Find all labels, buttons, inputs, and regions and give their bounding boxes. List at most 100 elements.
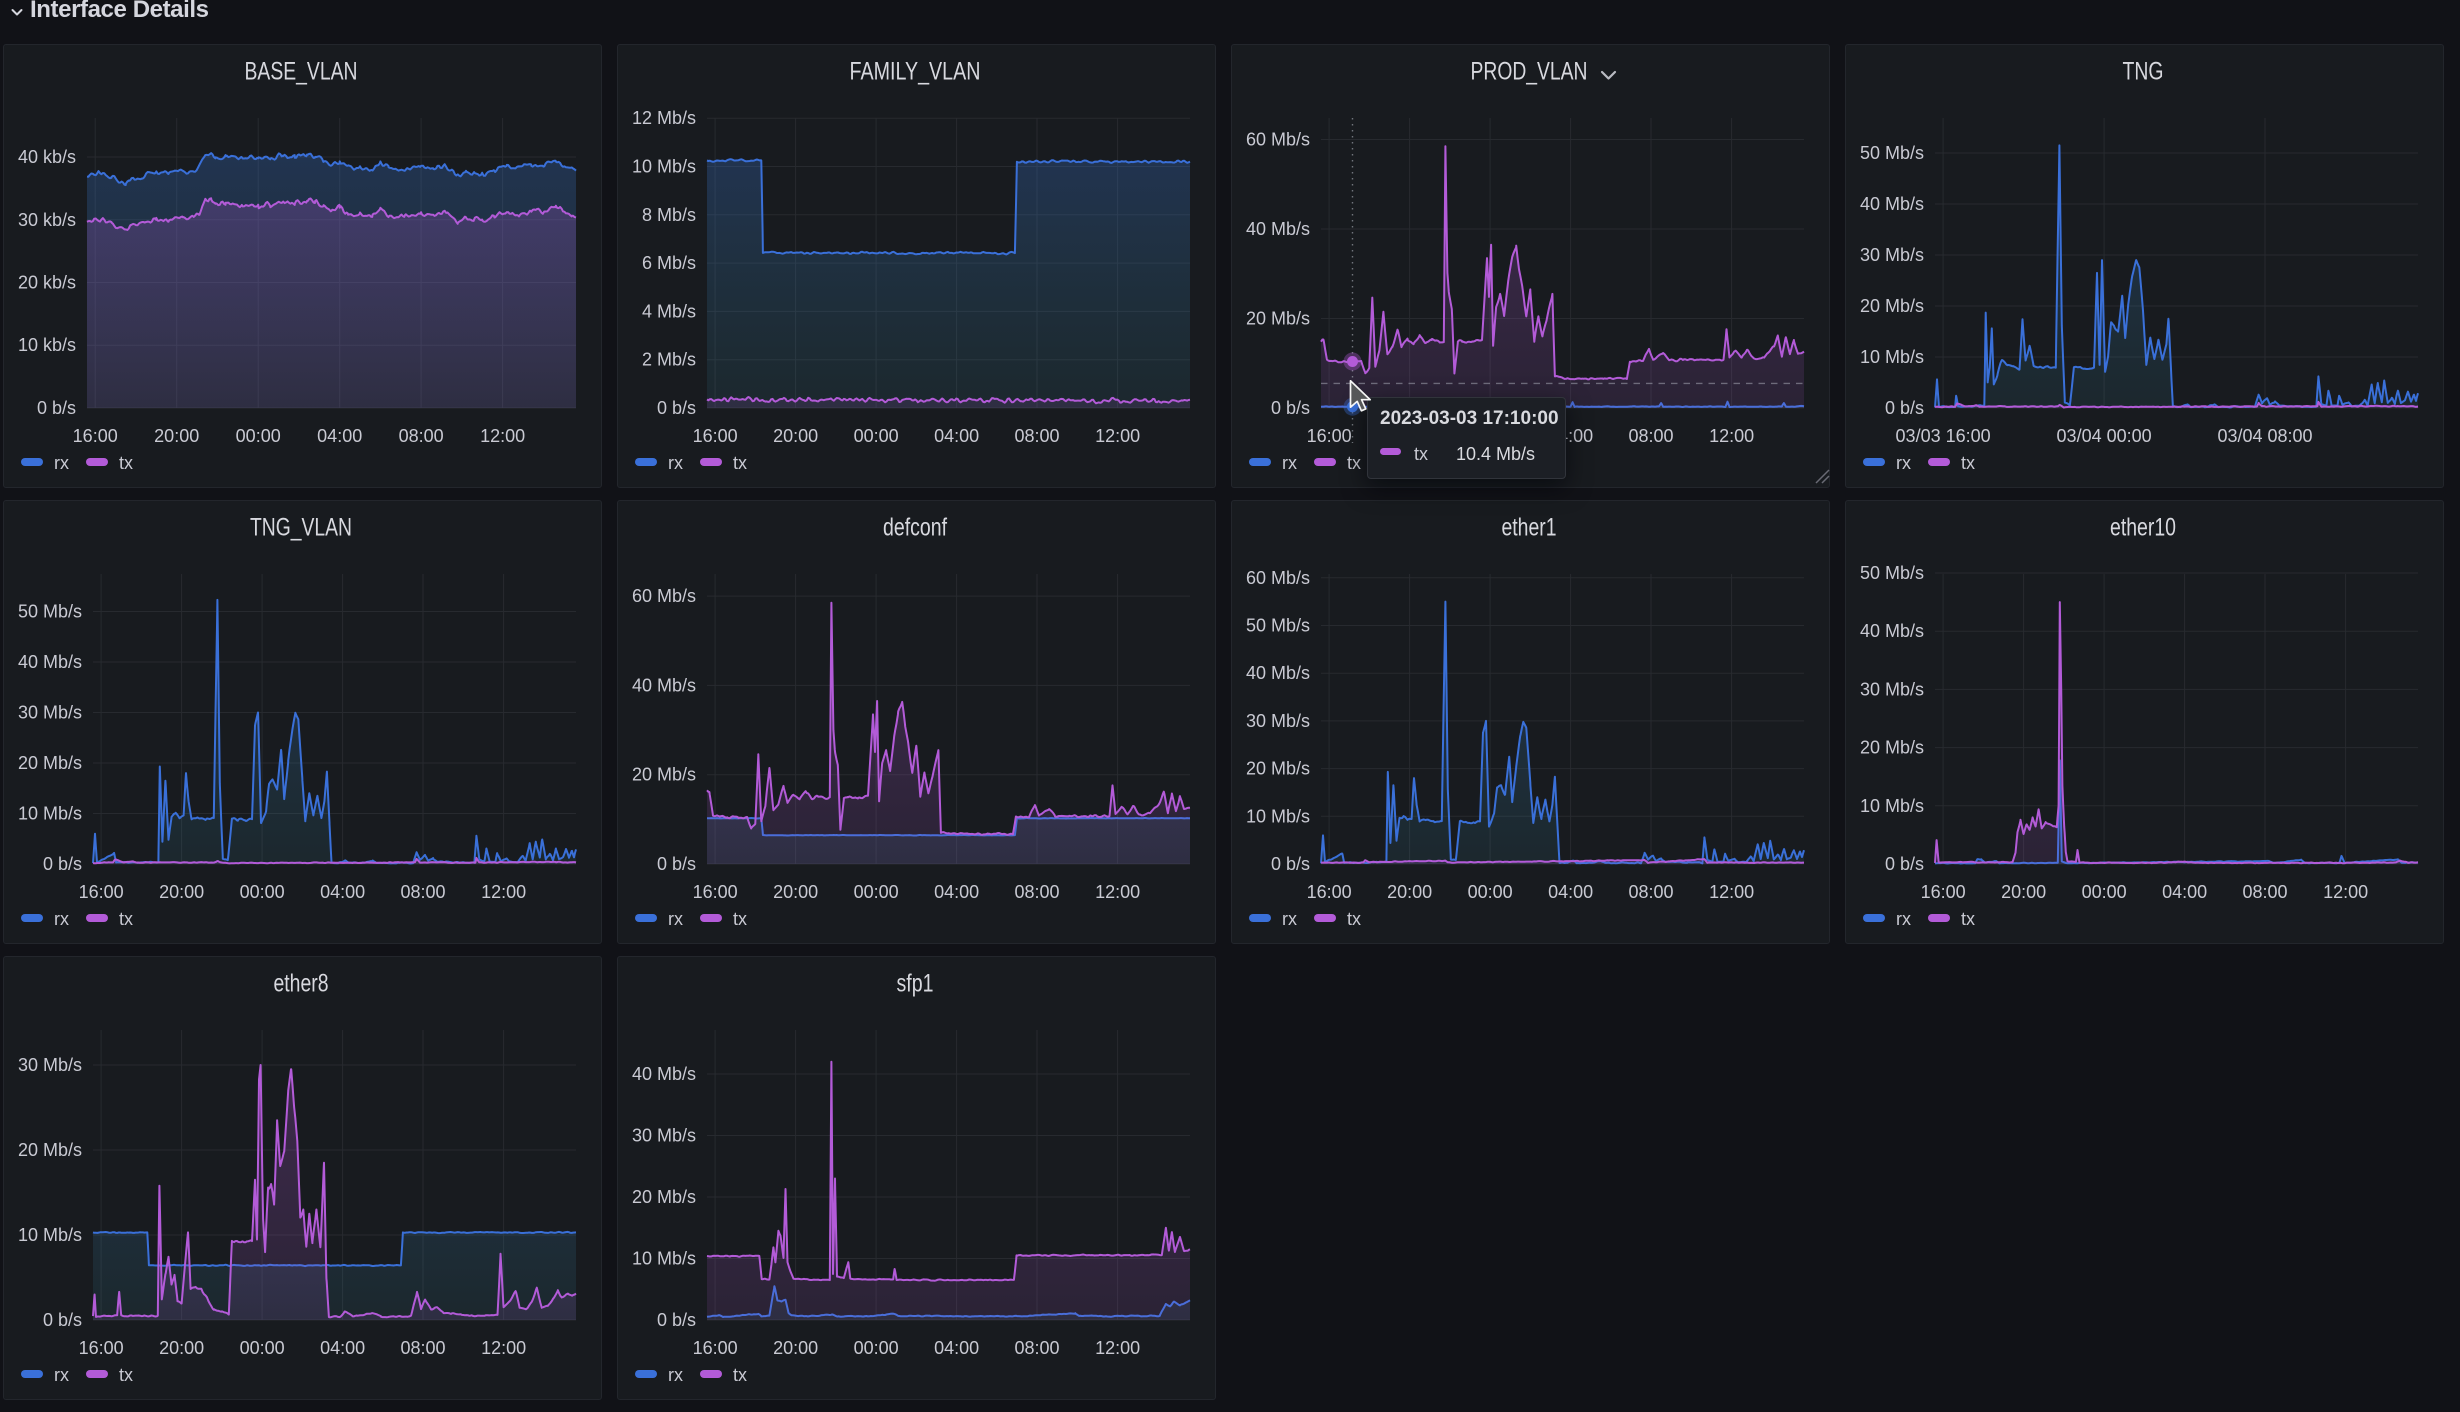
svg-text:16:00: 16:00 [73, 426, 118, 446]
svg-text:FAMILY_VLAN: FAMILY_VLAN [850, 58, 981, 86]
svg-text:20:00: 20:00 [773, 1338, 818, 1358]
svg-text:20:00: 20:00 [2001, 882, 2046, 902]
svg-text:10 Mb/s: 10 Mb/s [18, 1225, 82, 1245]
svg-text:08:00: 08:00 [1628, 882, 1673, 902]
svg-text:20 Mb/s: 20 Mb/s [632, 765, 696, 785]
svg-text:00:00: 00:00 [854, 882, 899, 902]
svg-text:0 b/s: 0 b/s [1885, 854, 1924, 874]
svg-text:40 kb/s: 40 kb/s [18, 147, 76, 167]
svg-text:40 Mb/s: 40 Mb/s [632, 1064, 696, 1084]
svg-text:10 Mb/s: 10 Mb/s [632, 157, 696, 177]
svg-text:12:00: 12:00 [481, 882, 526, 902]
svg-text:00:00: 00:00 [2082, 882, 2127, 902]
svg-text:04:00: 04:00 [934, 426, 979, 446]
svg-text:rx: rx [54, 1365, 69, 1385]
svg-text:tx: tx [1961, 453, 1975, 473]
svg-text:00:00: 00:00 [240, 882, 285, 902]
svg-text:04:00: 04:00 [320, 882, 365, 902]
svg-text:04:00: 04:00 [320, 1338, 365, 1358]
svg-text:tx: tx [1347, 453, 1361, 473]
svg-text:20 Mb/s: 20 Mb/s [18, 753, 82, 773]
svg-text:0 b/s: 0 b/s [657, 398, 696, 418]
svg-text:30 Mb/s: 30 Mb/s [1246, 711, 1310, 731]
svg-text:50 Mb/s: 50 Mb/s [18, 602, 82, 622]
svg-text:16:00: 16:00 [693, 882, 738, 902]
svg-text:40 Mb/s: 40 Mb/s [1860, 621, 1924, 641]
svg-text:rx: rx [668, 909, 683, 929]
svg-text:08:00: 08:00 [2242, 882, 2287, 902]
svg-text:rx: rx [668, 1365, 683, 1385]
svg-text:BASE_VLAN: BASE_VLAN [245, 58, 358, 86]
svg-text:08:00: 08:00 [400, 882, 445, 902]
svg-text:tx: tx [119, 1365, 133, 1385]
svg-text:00:00: 00:00 [854, 1338, 899, 1358]
svg-text:tx: tx [1961, 909, 1975, 929]
svg-text:ether1: ether1 [1502, 514, 1557, 542]
svg-text:rx: rx [1896, 909, 1911, 929]
svg-text:20 Mb/s: 20 Mb/s [632, 1187, 696, 1207]
svg-text:16:00: 16:00 [1307, 426, 1352, 446]
svg-text:0 b/s: 0 b/s [43, 1310, 82, 1330]
svg-text:PROD_VLAN: PROD_VLAN [1471, 58, 1588, 86]
svg-text:08:00: 08:00 [1628, 426, 1673, 446]
svg-text:tx: tx [733, 453, 747, 473]
svg-text:40 Mb/s: 40 Mb/s [1860, 194, 1924, 214]
svg-text:60 Mb/s: 60 Mb/s [632, 586, 696, 606]
svg-text:0 b/s: 0 b/s [657, 1310, 696, 1330]
svg-text:16:00: 16:00 [79, 882, 124, 902]
svg-text:TNG: TNG [2123, 58, 2164, 86]
svg-text:40 Mb/s: 40 Mb/s [632, 675, 696, 695]
svg-text:rx: rx [668, 453, 683, 473]
svg-text:rx: rx [1282, 453, 1297, 473]
svg-text:00:00: 00:00 [854, 426, 899, 446]
svg-text:0 b/s: 0 b/s [1271, 854, 1310, 874]
svg-text:tx: tx [1414, 444, 1428, 464]
svg-text:20 Mb/s: 20 Mb/s [1246, 759, 1310, 779]
svg-text:03/04 00:00: 03/04 00:00 [2057, 426, 2152, 446]
svg-text:08:00: 08:00 [1014, 426, 1059, 446]
svg-text:50 Mb/s: 50 Mb/s [1246, 616, 1310, 636]
svg-text:tx: tx [733, 909, 747, 929]
svg-text:20 Mb/s: 20 Mb/s [1860, 738, 1924, 758]
svg-text:04:00: 04:00 [1548, 882, 1593, 902]
svg-text:12 Mb/s: 12 Mb/s [632, 108, 696, 128]
svg-text:08:00: 08:00 [400, 1338, 445, 1358]
svg-text:8 Mb/s: 8 Mb/s [642, 205, 696, 225]
svg-text:40 Mb/s: 40 Mb/s [1246, 663, 1310, 683]
svg-text:20:00: 20:00 [159, 882, 204, 902]
svg-text:12:00: 12:00 [1709, 426, 1754, 446]
svg-text:0 b/s: 0 b/s [43, 854, 82, 874]
svg-text:16:00: 16:00 [693, 426, 738, 446]
svg-text:0 b/s: 0 b/s [1271, 398, 1310, 418]
svg-text:50 Mb/s: 50 Mb/s [1860, 563, 1924, 583]
svg-text:20:00: 20:00 [154, 426, 199, 446]
svg-text:0 b/s: 0 b/s [1885, 398, 1924, 418]
svg-text:08:00: 08:00 [399, 426, 444, 446]
svg-text:04:00: 04:00 [317, 426, 362, 446]
svg-text:2 Mb/s: 2 Mb/s [642, 350, 696, 370]
svg-text:defconf: defconf [883, 514, 947, 542]
svg-text:08:00: 08:00 [1014, 882, 1059, 902]
svg-text:TNG_VLAN: TNG_VLAN [250, 514, 352, 542]
svg-text:4 Mb/s: 4 Mb/s [642, 301, 696, 321]
svg-text:50 Mb/s: 50 Mb/s [1860, 143, 1924, 163]
svg-text:20:00: 20:00 [159, 1338, 204, 1358]
svg-text:30 kb/s: 30 kb/s [18, 210, 76, 230]
svg-text:6 Mb/s: 6 Mb/s [642, 253, 696, 273]
svg-text:20 Mb/s: 20 Mb/s [1246, 309, 1310, 329]
svg-text:10 Mb/s: 10 Mb/s [1860, 347, 1924, 367]
svg-text:12:00: 12:00 [1095, 426, 1140, 446]
svg-text:tx: tx [733, 1365, 747, 1385]
svg-text:10 kb/s: 10 kb/s [18, 335, 76, 355]
svg-text:12:00: 12:00 [2323, 882, 2368, 902]
svg-text:30 Mb/s: 30 Mb/s [1860, 679, 1924, 699]
svg-text:ether10: ether10 [2110, 514, 2176, 542]
svg-text:04:00: 04:00 [2162, 882, 2207, 902]
svg-text:tx: tx [119, 453, 133, 473]
svg-text:16:00: 16:00 [1921, 882, 1966, 902]
svg-text:16:00: 16:00 [79, 1338, 124, 1358]
svg-text:sfp1: sfp1 [897, 970, 934, 998]
svg-text:10 Mb/s: 10 Mb/s [632, 1249, 696, 1269]
svg-text:12:00: 12:00 [1095, 1338, 1140, 1358]
svg-text:ether8: ether8 [274, 970, 329, 998]
